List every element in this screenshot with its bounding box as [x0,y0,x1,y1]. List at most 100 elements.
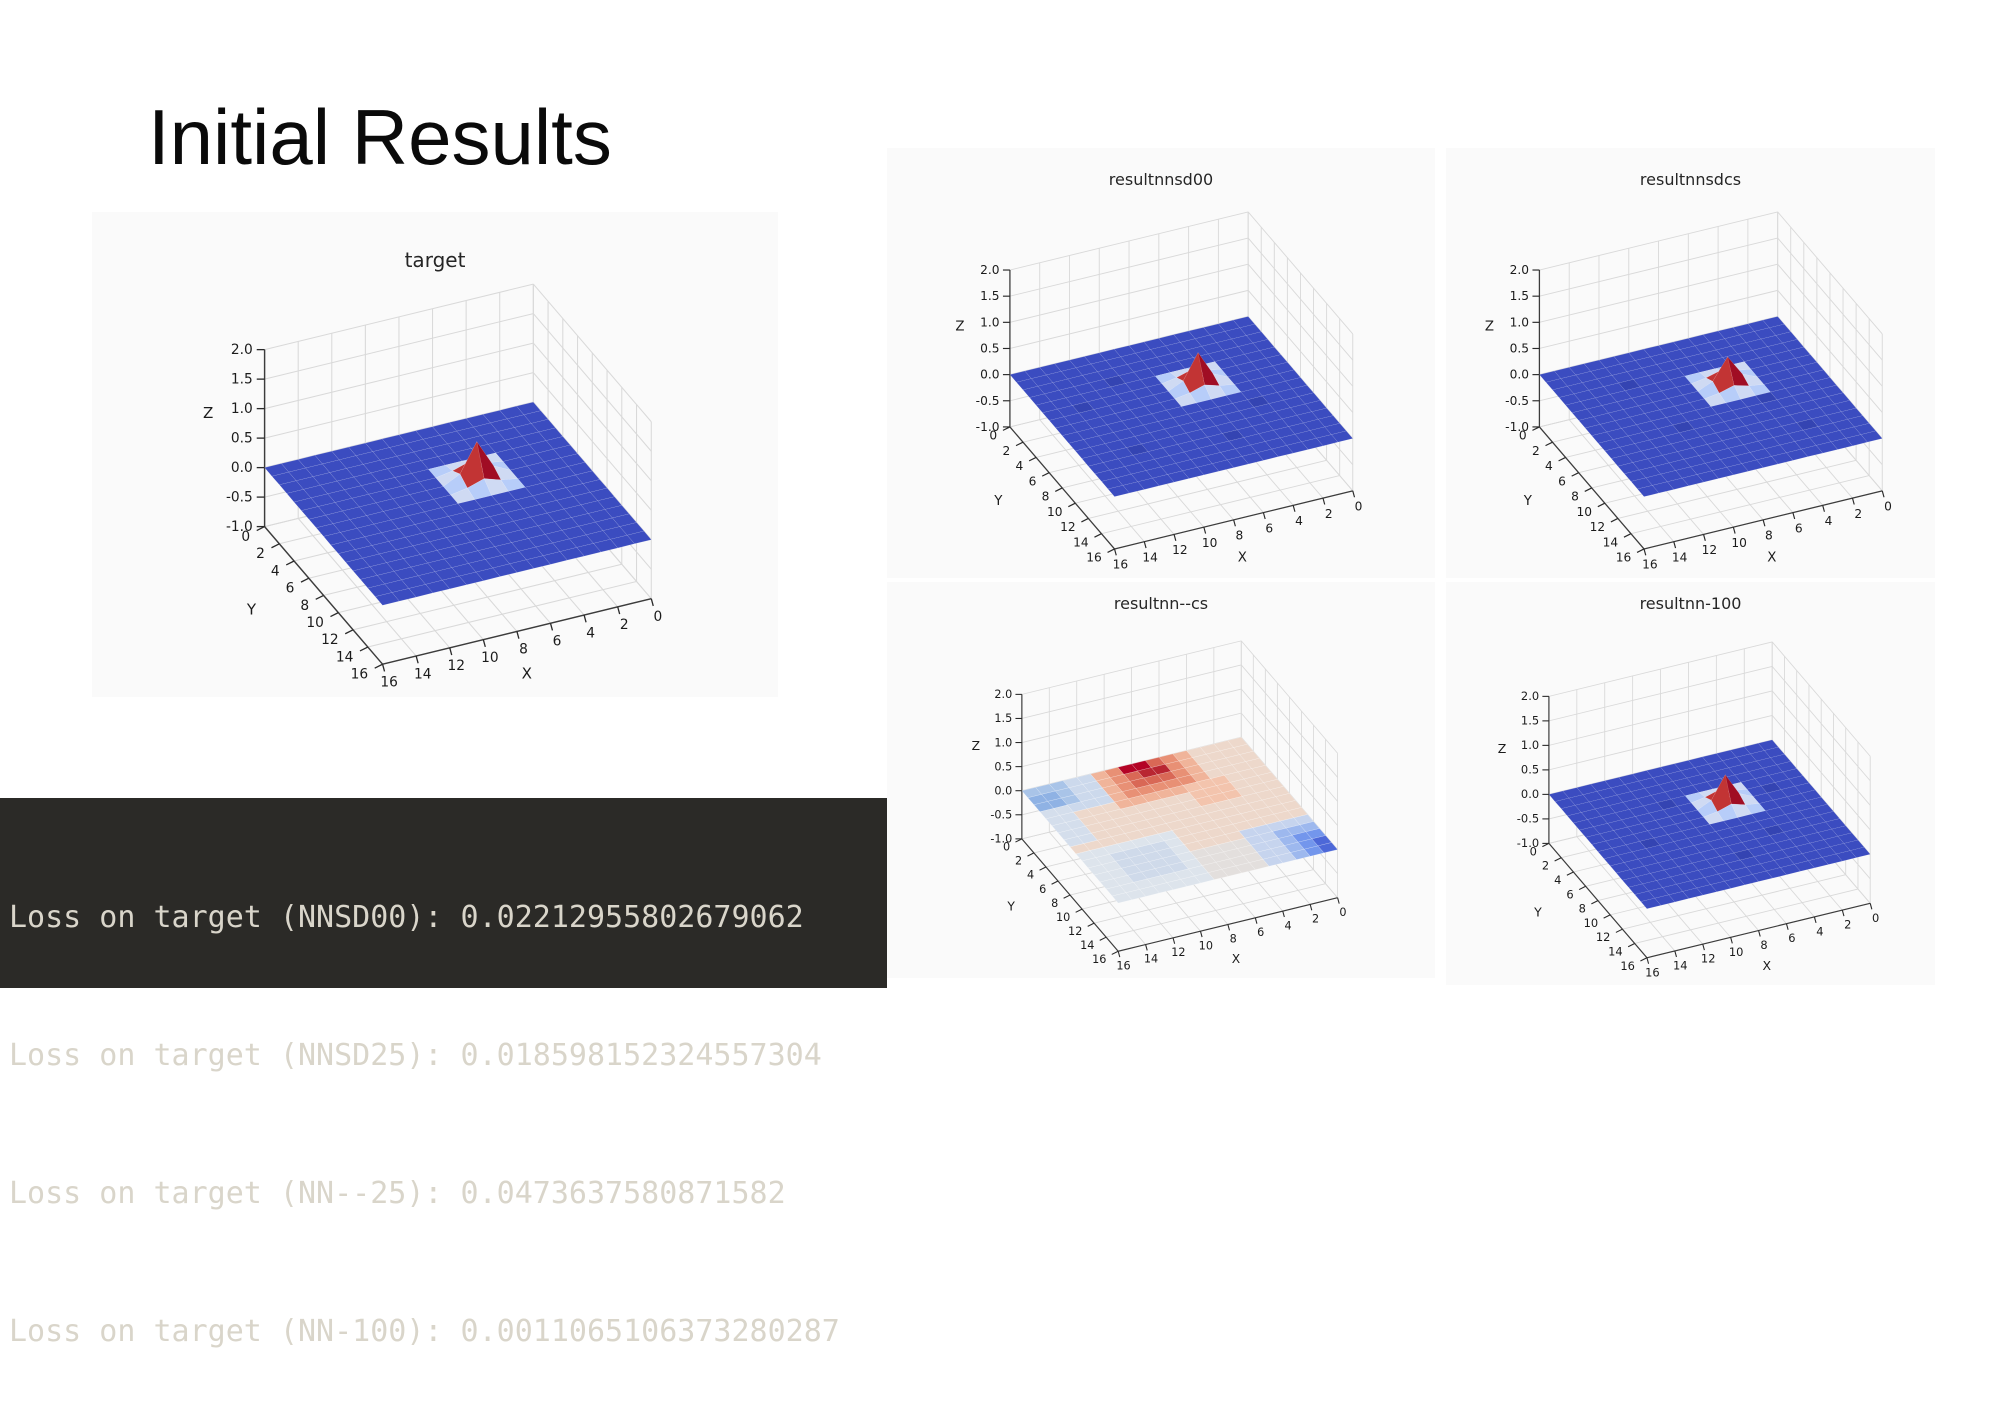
svg-text:1.5: 1.5 [994,712,1012,725]
svg-text:10: 10 [1056,911,1070,924]
svg-text:0: 0 [1339,906,1346,919]
plot-title-resultnn-100: resultnn-100 [1639,594,1742,613]
plot-title-target: target [404,248,466,272]
svg-text:Z: Z [972,739,980,753]
svg-text:14: 14 [414,666,432,682]
svg-text:-1.0: -1.0 [976,420,1000,434]
svg-text:12: 12 [1068,925,1082,938]
svg-text:14: 14 [1603,535,1619,549]
svg-text:0.5: 0.5 [1521,763,1539,777]
svg-text:14: 14 [1144,953,1158,966]
figure-resultnnsdcs: resultnnsdcs 2.0 1.5 1.0 0.5 0.0 -0.5 -1.0 0 2 4 6… [1446,148,1935,578]
svg-text:8: 8 [1760,938,1767,952]
svg-text:0.0: 0.0 [231,460,253,476]
svg-text:12: 12 [448,658,466,674]
svg-text:X: X [522,665,532,683]
svg-text:14: 14 [336,649,354,665]
svg-text:4: 4 [1554,873,1561,887]
svg-text:8: 8 [1230,933,1237,946]
svg-text:-0.5: -0.5 [226,490,253,506]
svg-text:2: 2 [1532,444,1540,458]
svg-text:0.5: 0.5 [1510,342,1529,356]
svg-text:10: 10 [1584,916,1599,930]
svg-text:14: 14 [1672,550,1688,564]
svg-text:6: 6 [1558,474,1566,488]
console-line: Loss on target (NN-100): 0.0011065106373… [9,1314,840,1349]
svg-text:Z: Z [955,319,964,334]
svg-text:12: 12 [1596,930,1611,944]
svg-text:2.0: 2.0 [231,342,253,358]
svg-text:0: 0 [653,609,662,625]
svg-text:16: 16 [1620,959,1635,973]
svg-text:4: 4 [1545,459,1553,473]
svg-text:0.5: 0.5 [231,431,253,447]
svg-text:Y: Y [246,600,257,618]
svg-text:2: 2 [620,617,629,633]
svg-text:X: X [1762,958,1771,973]
svg-text:2: 2 [1312,913,1319,926]
svg-text:1.5: 1.5 [1521,714,1539,728]
svg-text:16: 16 [1645,965,1660,979]
svg-text:8: 8 [519,642,528,658]
svg-text:1.0: 1.0 [980,315,999,329]
svg-text:12: 12 [1172,543,1188,557]
plot-title-resultnnsd00: resultnnsd00 [1108,170,1214,189]
svg-text:16: 16 [380,675,398,691]
svg-text:8: 8 [1042,490,1050,504]
svg-text:Y: Y [1006,900,1015,914]
svg-text:0.5: 0.5 [994,760,1012,773]
svg-text:-1.0: -1.0 [990,833,1012,846]
svg-text:10: 10 [1576,505,1592,519]
plot-title-resultnnsdcs: resultnnsdcs [1639,170,1742,189]
svg-text:1.5: 1.5 [980,289,999,303]
svg-text:16: 16 [1086,551,1102,565]
svg-text:Z: Z [1498,741,1507,756]
svg-text:6: 6 [553,634,562,650]
svg-text:8: 8 [1765,529,1773,543]
svg-text:1.0: 1.0 [231,401,253,417]
svg-text:0: 0 [241,529,250,545]
svg-text:6: 6 [1795,521,1803,535]
svg-text:Y: Y [1533,904,1542,919]
svg-text:12: 12 [1590,520,1606,534]
svg-text:10: 10 [1202,536,1218,550]
svg-text:2.0: 2.0 [994,688,1012,701]
svg-text:X: X [1767,551,1776,566]
plot-title-resultnn--cs: resultnn--cs [1113,594,1209,613]
svg-text:Z: Z [203,404,213,422]
svg-text:12: 12 [1060,520,1076,534]
svg-text:1.0: 1.0 [1521,738,1539,752]
svg-text:16: 16 [1116,959,1130,972]
console-line: Loss on target (NN--25): 0.0473637580871… [9,1176,786,1211]
svg-text:16: 16 [1092,953,1106,966]
svg-text:1.0: 1.0 [1510,315,1529,329]
svg-text:-0.5: -0.5 [1505,394,1529,408]
svg-text:2: 2 [1325,507,1333,521]
svg-text:12: 12 [1702,543,1718,557]
svg-text:0: 0 [1355,500,1363,514]
svg-text:10: 10 [1047,505,1063,519]
svg-text:0.5: 0.5 [980,342,999,356]
svg-text:Y: Y [1523,494,1533,509]
svg-text:2: 2 [1015,855,1022,868]
svg-text:X: X [1238,551,1247,566]
svg-text:0.0: 0.0 [980,368,999,382]
svg-text:8: 8 [1579,902,1586,916]
svg-text:4: 4 [1027,869,1034,882]
svg-text:0: 0 [1884,500,1892,514]
svg-text:14: 14 [1608,944,1623,958]
svg-text:6: 6 [1039,883,1046,896]
svg-text:12: 12 [1171,946,1185,959]
svg-text:4: 4 [1816,924,1823,938]
svg-text:-0.5: -0.5 [976,394,1000,408]
svg-text:16: 16 [351,667,369,683]
console-line: Loss on target (NNSD00): 0.0221295580267… [9,900,804,935]
svg-text:10: 10 [1731,536,1747,550]
svg-text:6: 6 [1029,474,1037,488]
figure-resultnn-100: resultnn-100 2.0 1.5 1.0 0.5 0.0 -0.5 -1.0 0 2 4 6… [1446,582,1935,985]
svg-text:-1.0: -1.0 [1505,420,1529,434]
